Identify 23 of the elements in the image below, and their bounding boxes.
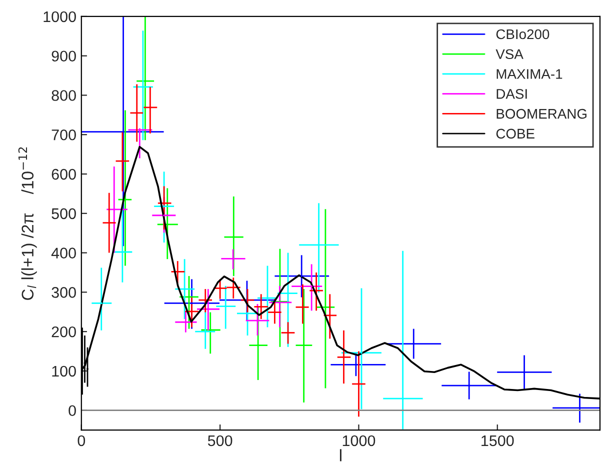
legend-label: COBE	[496, 128, 534, 139]
y-tick-label: 500	[52, 208, 76, 220]
y-tick-label: 1000	[44, 11, 76, 22]
x-axis-title: l	[340, 449, 342, 462]
legend-label: BOOMERANG	[496, 108, 586, 119]
y-tick-label: 400	[51, 248, 76, 258]
legend-label: DASI	[496, 88, 527, 99]
y-tick-label: 100	[52, 366, 76, 377]
legend-label: CBIo200	[496, 29, 550, 40]
legend-label: VSA	[496, 49, 524, 60]
y-tick-label: 0	[68, 405, 76, 416]
y-tick-label: 800	[52, 90, 76, 101]
y-tick-label: 600	[52, 168, 76, 180]
y-axis-title: C$_{l}$ l(l+1) /2π /10$^{−12}$	[18, 147, 37, 300]
x-tick-label: 1000	[342, 435, 376, 446]
y-tick-label: 200	[52, 326, 76, 338]
y-tick-label: 900	[52, 50, 76, 62]
y-tick-label: 700	[52, 129, 76, 140]
x-tick-label: 1500	[482, 435, 514, 446]
y-tick-label: 300	[52, 287, 76, 298]
x-tick-label: 0	[78, 435, 86, 446]
legend-label: MAXIMA-1	[496, 69, 562, 79]
x-tick-label: 500	[208, 435, 232, 446]
